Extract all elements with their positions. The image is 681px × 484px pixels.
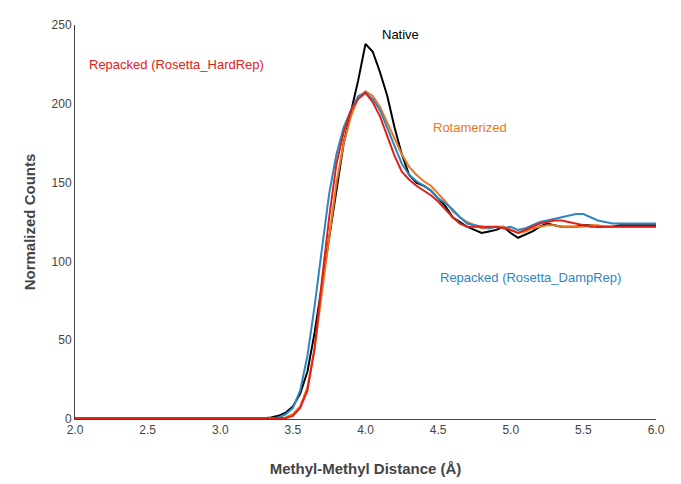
svg-text:0: 0	[65, 412, 72, 426]
svg-text:200: 200	[52, 97, 72, 111]
svg-text:100: 100	[52, 255, 72, 269]
svg-text:Native: Native	[382, 27, 419, 42]
svg-text:2.5: 2.5	[139, 423, 156, 437]
svg-text:2.0: 2.0	[67, 423, 84, 437]
svg-text:250: 250	[52, 18, 72, 32]
svg-text:4.0: 4.0	[357, 423, 374, 437]
svg-text:4.5: 4.5	[430, 423, 447, 437]
svg-text:Rotamerized: Rotamerized	[433, 120, 507, 135]
svg-text:5.5: 5.5	[575, 423, 592, 437]
svg-text:3.5: 3.5	[285, 423, 302, 437]
svg-text:Repacked (Rosetta_HardRep): Repacked (Rosetta_HardRep)	[89, 57, 264, 72]
svg-text:50: 50	[58, 333, 72, 347]
svg-text:Methyl-Methyl Distance (Å): Methyl-Methyl Distance (Å)	[270, 460, 462, 477]
svg-text:5.0: 5.0	[502, 423, 519, 437]
svg-text:150: 150	[52, 176, 72, 190]
svg-text:Normalized Counts: Normalized Counts	[21, 154, 38, 291]
svg-text:6.0: 6.0	[648, 423, 665, 437]
svg-text:3.0: 3.0	[212, 423, 229, 437]
svg-text:Repacked (Rosetta_DampRep): Repacked (Rosetta_DampRep)	[440, 270, 621, 285]
